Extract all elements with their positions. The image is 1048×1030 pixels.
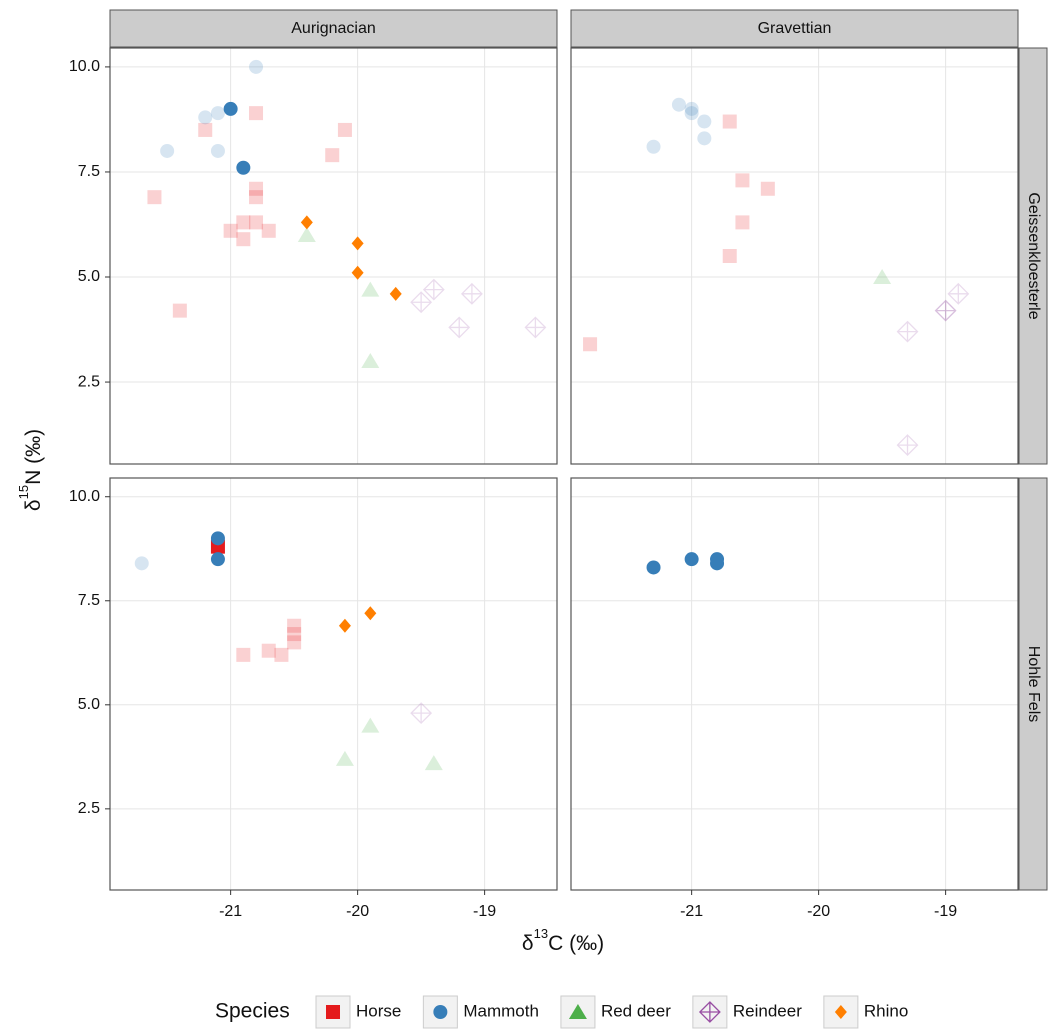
point <box>211 106 225 120</box>
column-strip-label: Gravettian <box>758 20 832 37</box>
y-tick-label: 5.0 <box>78 268 100 285</box>
point <box>697 115 711 129</box>
x-label-superscript: 13 <box>534 926 548 941</box>
legend-label: Red deer <box>601 1001 671 1020</box>
point <box>211 144 225 158</box>
point <box>173 304 187 318</box>
y-tick-label: 5.0 <box>78 696 100 713</box>
y-tick-label: 2.5 <box>78 373 100 390</box>
y-tick-label: 2.5 <box>78 800 100 817</box>
point <box>236 215 250 229</box>
y-label-suffix: N (‰) <box>22 429 45 485</box>
point <box>147 190 161 204</box>
x-axis-label: δ13C (‰) <box>522 926 604 954</box>
point <box>262 224 276 238</box>
legend-label: Mammoth <box>463 1001 539 1020</box>
point <box>224 102 238 116</box>
point <box>723 115 737 129</box>
point <box>697 131 711 145</box>
panel-background <box>571 48 1018 464</box>
panel <box>571 48 1018 464</box>
x-tick-label: -20 <box>346 903 369 920</box>
point <box>236 161 250 175</box>
legend-marker <box>326 1005 340 1019</box>
point <box>274 648 288 662</box>
panel <box>110 478 557 890</box>
legend-label: Reindeer <box>733 1001 802 1020</box>
point <box>198 110 212 124</box>
point <box>647 560 661 574</box>
legend-title: Species <box>215 1000 290 1023</box>
x-tick-label: -21 <box>680 903 703 920</box>
point <box>236 232 250 246</box>
point <box>211 531 225 545</box>
row-strip-label: Hohle Fels <box>1025 646 1042 722</box>
point <box>211 552 225 566</box>
point <box>249 190 263 204</box>
panel-background <box>110 478 557 890</box>
point <box>287 635 301 649</box>
point <box>735 173 749 187</box>
point <box>224 224 238 238</box>
point <box>160 144 174 158</box>
point <box>685 106 699 120</box>
y-tick-label: 7.5 <box>78 163 100 180</box>
legend-label: Rhino <box>864 1001 908 1020</box>
row-strip-label: Geissenkloesterle <box>1025 192 1042 319</box>
point <box>249 215 263 229</box>
y-axis-label: δ15N (‰) <box>16 429 44 511</box>
chart: δ13C (‰) δ15N (‰) AurignacianGravettianG… <box>0 0 1048 1030</box>
x-label-prefix: δ <box>522 932 534 955</box>
point <box>685 552 699 566</box>
point <box>198 123 212 137</box>
point <box>236 648 250 662</box>
point <box>262 644 276 658</box>
y-tick-label: 7.5 <box>78 592 100 609</box>
point <box>735 215 749 229</box>
legend-label: Horse <box>356 1001 401 1020</box>
point <box>249 60 263 74</box>
point <box>710 556 724 570</box>
point <box>583 337 597 351</box>
y-label-prefix: δ <box>22 499 45 511</box>
point <box>647 140 661 154</box>
panel <box>571 478 1018 890</box>
point <box>135 556 149 570</box>
panel <box>110 48 557 464</box>
y-tick-label: 10.0 <box>69 488 100 505</box>
x-tick-label: -19 <box>934 903 957 920</box>
point <box>249 106 263 120</box>
legend-marker <box>433 1005 447 1019</box>
x-label-suffix: C (‰) <box>548 932 604 955</box>
panel-background <box>571 478 1018 890</box>
x-tick-label: -19 <box>473 903 496 920</box>
y-label-superscript: 15 <box>16 485 31 499</box>
panel-background <box>110 48 557 464</box>
x-tick-label: -21 <box>219 903 242 920</box>
point <box>325 148 339 162</box>
y-tick-label: 10.0 <box>69 58 100 75</box>
point <box>672 98 686 112</box>
point <box>723 249 737 263</box>
x-tick-label: -20 <box>807 903 830 920</box>
point <box>761 182 775 196</box>
column-strip-label: Aurignacian <box>291 20 376 37</box>
point <box>338 123 352 137</box>
